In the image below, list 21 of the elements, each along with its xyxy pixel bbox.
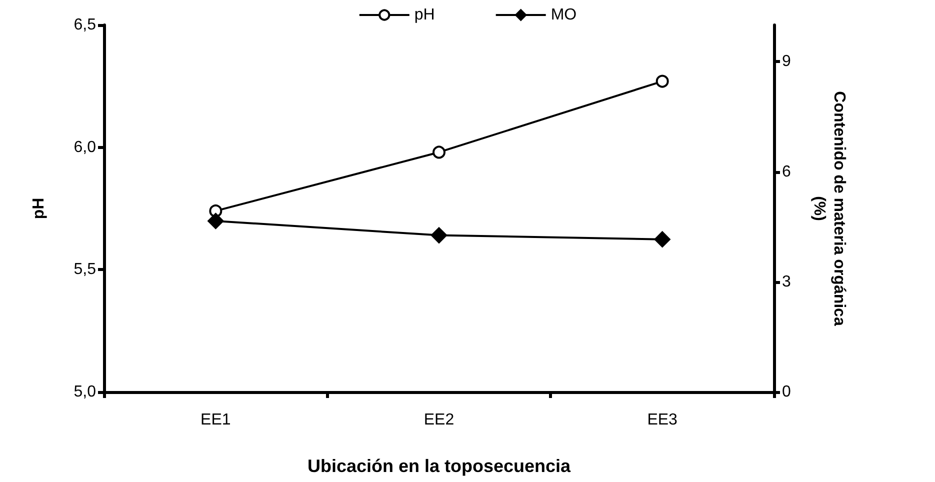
y-tick-label: 5,0 xyxy=(74,384,96,400)
x-axis-title: Ubicación en la toposecuencia xyxy=(307,456,572,476)
y2-axis-title: Contenido de materia orgánica (%) xyxy=(810,91,848,326)
y-axis-title: pH xyxy=(30,198,48,220)
point xyxy=(654,231,670,248)
point xyxy=(432,146,446,159)
y-tick-label: 6,5 xyxy=(74,16,96,34)
y2-tick-label: 0 xyxy=(782,384,791,400)
y2-tick-label: 6 xyxy=(782,163,791,180)
y-tick-label: 5,5 xyxy=(74,261,96,278)
y2-tick-label: 3 xyxy=(782,273,791,290)
point xyxy=(208,212,224,229)
x-tick-label: EE1 xyxy=(200,412,231,428)
x-tick-label: EE2 xyxy=(424,412,454,428)
x-tick-label: EE3 xyxy=(647,412,678,428)
point xyxy=(431,227,447,244)
legend-label: pH xyxy=(414,6,435,24)
y2-tick-label: 9 xyxy=(782,53,791,70)
legend-label: MO xyxy=(550,6,577,24)
y-tick-label: 6,0 xyxy=(74,138,96,156)
point xyxy=(656,74,669,88)
